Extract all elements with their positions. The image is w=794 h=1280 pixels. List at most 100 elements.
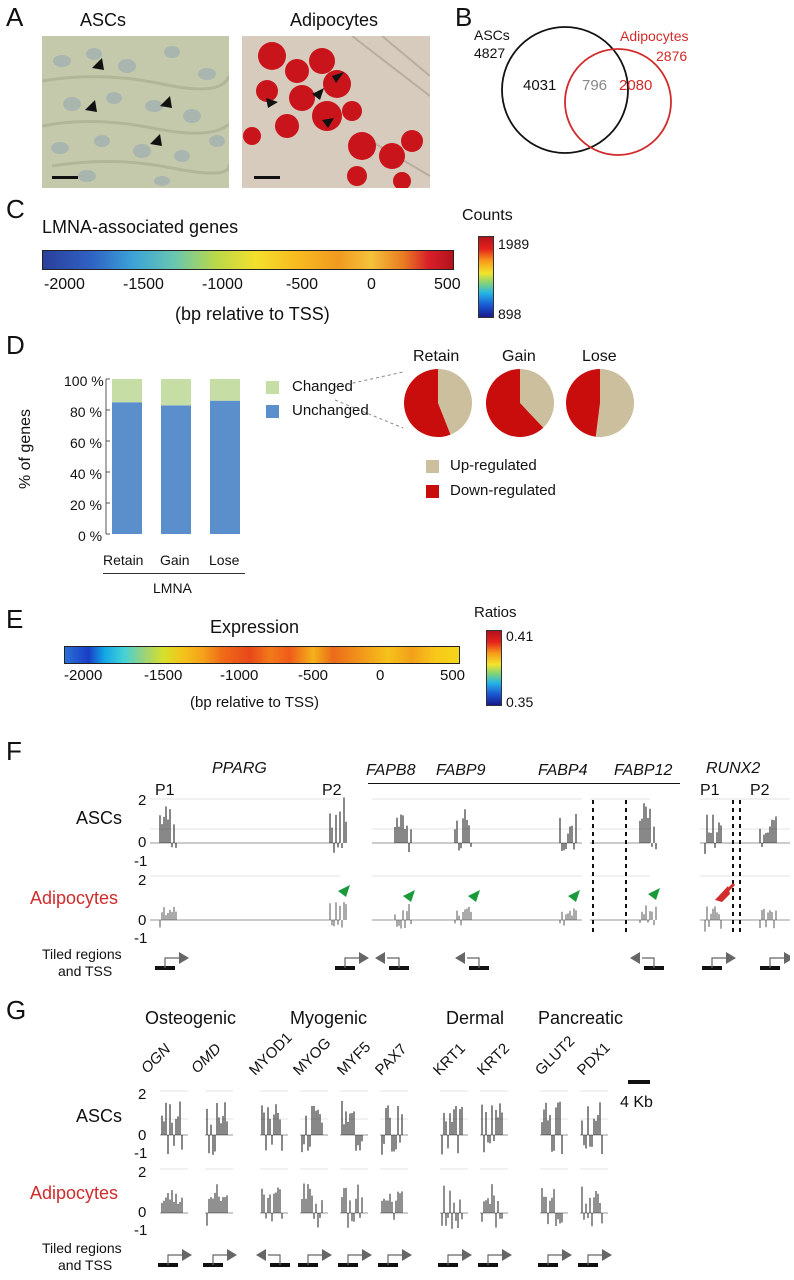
tss-marker-4 (630, 952, 664, 970)
legend-up-label: Up-regulated (450, 457, 537, 474)
g-tss-marker-7 (478, 1249, 512, 1267)
panel-f-adipo-ytick-2: 2 (138, 872, 147, 889)
panel-label-d: D (6, 330, 25, 360)
gene-myog: MYOG (289, 1034, 335, 1079)
category-myogenic: Myogenic (290, 1008, 368, 1028)
gene-krt2: KRT2 (473, 1040, 513, 1079)
tss-marker-0 (155, 952, 189, 970)
panel-a-asc-title: ASCs (80, 10, 127, 30)
gene-fabp4: FABP4 (538, 762, 588, 779)
g-adipo-track-0 (161, 1190, 183, 1213)
panel-d-ytick-40: 40 % (70, 466, 102, 482)
g-adipo-track-1 (206, 1184, 228, 1226)
bar-unchanged-lose (210, 400, 240, 534)
asc-track-5 (639, 803, 657, 850)
panel-f-adipo-ytick-m1: -1 (134, 930, 148, 947)
panel-c-tick-6: 500 (434, 276, 461, 293)
gene-krt1: KRT1 (429, 1040, 469, 1079)
asc-micrograph (42, 36, 229, 188)
counts-legend-max: 1989 (498, 236, 530, 252)
adipo-track-6 (704, 906, 722, 932)
tss-marker-5 (702, 952, 736, 970)
panel-f-row-adipocytes: Adipocytes (30, 888, 119, 908)
panel-e-tick-5: 0 (376, 667, 385, 684)
expression-heatmap-bar (64, 646, 460, 664)
adipo-track-3 (454, 906, 472, 926)
venn-adipocyte-only-count: 2080 (619, 77, 653, 94)
panel-d-ytick-100: 100 % (64, 373, 104, 389)
tss-marker-6 (760, 952, 790, 970)
panel-g-asc-ytick-m1: -1 (134, 1145, 148, 1162)
bar-category-retain: Retain (103, 552, 144, 568)
panel-e-tick-6: 500 (440, 667, 466, 684)
g-asc-track-2 (261, 1104, 283, 1151)
g-adipo-track-2 (261, 1187, 283, 1222)
pie-title-gain: Gain (502, 348, 536, 365)
venn-asc-total: 4827 (474, 45, 506, 61)
category-pancreatic: Pancreatic (538, 1008, 624, 1028)
g-tss-marker-4 (338, 1249, 372, 1267)
gene-fapb8: FAPB8 (366, 762, 416, 779)
asc-track-4 (559, 813, 577, 851)
legend-unchanged-swatch (266, 405, 279, 418)
pie-charts (404, 369, 634, 437)
g-asc-track-7 (481, 1103, 503, 1153)
panel-d-ytick-80: 80 % (70, 404, 102, 420)
gene-myf5: MYF5 (333, 1038, 375, 1079)
panel-e-tick-1: -2000 (64, 667, 103, 684)
panel-g-row-asc: ASCs (76, 1106, 123, 1126)
panel-f-tiled-line2: and TSS (58, 963, 113, 979)
venn-asc-circle (501, 26, 629, 154)
asc-track-6 (704, 814, 722, 854)
panel-g-asc-ytick-2: 2 (138, 1086, 147, 1103)
bar-changed-retain (112, 379, 142, 403)
fabp-cluster-line (368, 783, 680, 784)
panel-label-e: E (6, 604, 24, 634)
panel-c-tick-3: -1000 (202, 276, 243, 293)
ratios-legend-max: 0.41 (506, 628, 534, 644)
venn-adipocyte-total: 2876 (656, 48, 688, 64)
asc-track-3 (454, 809, 472, 851)
asc-track-2 (394, 814, 412, 853)
runx2-p1: P1 (700, 782, 720, 799)
pie-slice-gain-up (520, 369, 554, 428)
bar-unchanged-retain (112, 402, 142, 534)
green-arrowhead-1 (403, 890, 415, 902)
green-arrowhead-3 (568, 890, 580, 902)
lmna-group-line (103, 573, 245, 574)
panel-label-b: B (455, 2, 473, 32)
panel-e-tick-3: -1000 (220, 667, 259, 684)
panel-g-adipo-ytick-2: 2 (138, 1164, 147, 1181)
g-asc-track-0 (161, 1101, 183, 1154)
panel-c-tick-5: 0 (367, 276, 376, 293)
panel-e-tick-2: -1500 (144, 667, 183, 684)
panel-g-adipo-ytick-m1: -1 (134, 1222, 148, 1239)
asc-track-7 (759, 816, 777, 847)
panel-g-tiled-line2: and TSS (58, 1257, 113, 1273)
panel-d-ylabel: % of genes (17, 408, 35, 490)
pie-title-retain: Retain (413, 348, 460, 365)
panel-f-tracks (150, 797, 790, 970)
pparg-p2: P2 (322, 782, 342, 799)
green-arrowhead-4 (648, 888, 660, 900)
panel-d-ytick-20: 20 % (70, 497, 102, 513)
g-adipo-track-8 (541, 1188, 563, 1227)
panel-f-asc-ytick-2: 2 (138, 792, 147, 809)
gene-pax7: PAX7 (371, 1040, 411, 1079)
green-arrowhead-0 (338, 885, 350, 897)
panel-f-tiled-line1: Tiled regions (42, 946, 122, 962)
ratios-legend-bar (486, 630, 502, 706)
pie-slice-gain-down (486, 369, 544, 437)
stacked-bar-chart (105, 378, 240, 535)
bar-changed-lose (210, 379, 240, 401)
category-osteogenic: Osteogenic (145, 1008, 237, 1028)
tss-marker-3 (455, 952, 489, 970)
legend-changed-label: Changed (292, 378, 353, 395)
venn-adipocyte-circle (564, 48, 672, 156)
g-tss-marker-2 (256, 1249, 290, 1267)
gene-fabp12: FABP12 (614, 762, 673, 779)
counts-legend-min: 898 (498, 306, 522, 322)
g-tss-marker-9 (578, 1249, 612, 1267)
pie-slice-retain-up (438, 369, 472, 435)
panel-c-axis-label: (bp relative to TSS) (175, 304, 330, 324)
